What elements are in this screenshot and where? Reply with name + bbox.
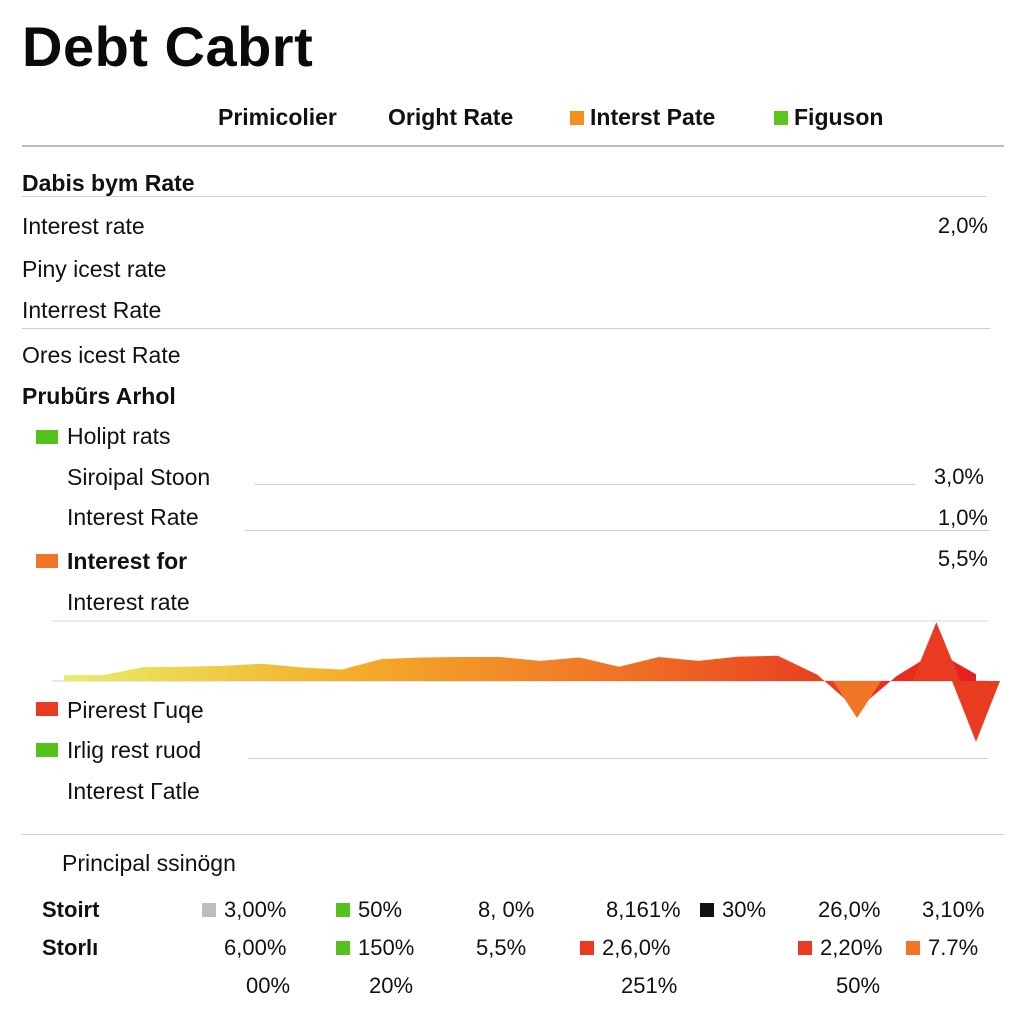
cell-text: 3,10% [922, 897, 985, 922]
row-label: Interest for [67, 548, 188, 574]
table-cell: 3,10% [922, 897, 984, 923]
row-label: Siroipal Stoon [67, 464, 211, 490]
cell-text: 2,6,0% [602, 935, 671, 960]
table-cell: 20% [369, 973, 413, 999]
divider [22, 834, 1004, 835]
row-label: Irlig rest ruod [67, 737, 202, 763]
swatch [336, 903, 350, 917]
table-cell: 6,00% [224, 935, 286, 961]
legend-item-primicolier: Primicolier [218, 104, 337, 131]
row-value: 2,0% [937, 213, 988, 238]
legend-swatch-green [774, 110, 788, 125]
cell-text: 7.7% [928, 935, 979, 960]
table-cell: 30% [700, 897, 766, 923]
cell-text: 6,00% [224, 935, 287, 960]
row-value: 1,0% [937, 505, 988, 530]
row-label: Piny icest rate [22, 256, 167, 282]
swatch [336, 941, 350, 955]
cell-text: 26,0% [818, 897, 881, 922]
table-cell: 7.7% [906, 935, 978, 961]
row-label: Interest rate [22, 213, 145, 239]
legend-item-oright-rate: Oright Rate [388, 104, 513, 131]
cell-text: 30% [722, 897, 767, 922]
table-cell: 150% [336, 935, 414, 961]
area-series [64, 651, 976, 710]
row-label: Interest rate [67, 589, 190, 615]
chart-title: Debt Cabrt [22, 15, 314, 78]
divider [22, 328, 990, 329]
cell-text: 2,20% [820, 935, 883, 960]
green-swatch [36, 743, 58, 757]
table-cell: 3,00% [202, 897, 286, 923]
red-swatch [36, 702, 58, 716]
divider [22, 145, 1004, 147]
cell-text: 50% [358, 897, 403, 922]
legend-item-interst-pate: Interst Pate [570, 104, 715, 131]
table-title: Principal ssinögn [62, 850, 236, 876]
table-cell: 2,6,0% [580, 935, 671, 961]
row-value: 5,5% [937, 546, 988, 571]
table-row-label: Stoirt [42, 897, 100, 922]
legend: Primicolier Oright Rate Interst Pate Fig… [0, 104, 1024, 134]
legend-label: Interst Pate [590, 104, 716, 130]
row-value: 3,0% [933, 464, 984, 489]
cell-text: 5,5% [476, 935, 527, 960]
cell-text: 20% [369, 973, 414, 998]
table-cell: 2,20% [798, 935, 882, 961]
orange-swatch [36, 554, 58, 568]
swatch [580, 941, 594, 955]
cell-text: 150% [358, 935, 415, 960]
table-cell: 5,5% [476, 935, 526, 961]
table-cell: 50% [836, 973, 880, 999]
row-label: Pirerest Γuqe [67, 697, 204, 723]
table-cell: 8, 0% [478, 897, 534, 923]
row-label: Interest Γatle [67, 778, 200, 804]
swatch [798, 941, 812, 955]
row-label: Holipt rats [67, 423, 171, 449]
legend-swatch-orange [570, 110, 584, 125]
swatch [202, 903, 216, 917]
area-fill [64, 651, 976, 710]
row-label: Prubũrs Arhol [22, 383, 176, 409]
table-cell: 8,161% [606, 897, 681, 923]
swatch [700, 903, 714, 917]
area-chart [52, 620, 1000, 742]
row-label: Interest Rate [67, 504, 199, 530]
table-row-label: Storlı [42, 935, 99, 960]
swatch [906, 941, 920, 955]
table-cell: 50% [336, 897, 402, 923]
legend-label: Figuson [794, 104, 884, 130]
table-cell: 00% [246, 973, 290, 999]
row-label: Interrest Rate [22, 297, 162, 323]
divider [248, 758, 988, 759]
spike-series [833, 622, 1000, 742]
row-label: Dabis bym Rate [22, 170, 195, 196]
cell-text: 00% [246, 973, 291, 998]
divider [255, 484, 915, 485]
spike-mark [833, 681, 882, 718]
legend-label: Primicolier [218, 104, 337, 130]
spike-mark [952, 681, 1000, 742]
cell-text: 50% [836, 973, 881, 998]
legend-item-figuson: Figuson [774, 104, 883, 131]
divider [245, 530, 989, 531]
legend-label: Oright Rate [388, 104, 514, 130]
cell-text: 3,00% [224, 897, 287, 922]
table-cell: 251% [621, 973, 677, 999]
cell-text: 8,161% [606, 897, 681, 922]
cell-text: 251% [621, 973, 678, 998]
green-swatch [36, 430, 58, 444]
cell-text: 8, 0% [478, 897, 535, 922]
row-label: Ores icest Rate [22, 342, 181, 368]
table-cell: 26,0% [818, 897, 880, 923]
spike-mark [912, 622, 961, 681]
divider [22, 196, 986, 197]
